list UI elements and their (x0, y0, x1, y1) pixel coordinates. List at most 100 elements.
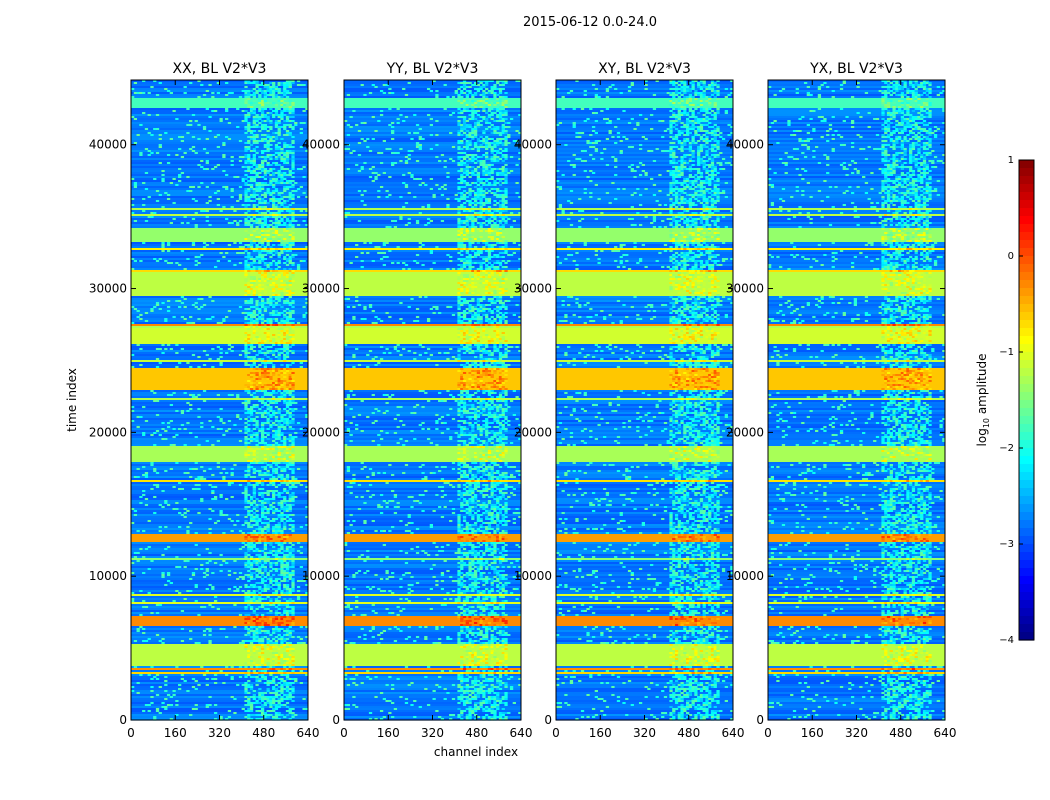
heatmap-cell (194, 302, 198, 305)
heatmap-cell (244, 178, 248, 181)
heatmap-cell (291, 586, 295, 589)
heatmap-row (131, 388, 308, 391)
heatmap-cell (294, 122, 298, 125)
heatmap-cell (274, 224, 279, 227)
heatmap-cell (266, 244, 270, 247)
heatmap-cell (482, 140, 486, 143)
heatmap-cell (150, 464, 154, 467)
heatmap-cell (178, 176, 182, 179)
heatmap-cell (252, 102, 256, 105)
heatmap-cell (247, 286, 251, 289)
heatmap-cell (274, 348, 279, 351)
heatmap-cell (285, 400, 290, 403)
heatmap-cell (504, 136, 508, 139)
heatmap-cell (280, 398, 284, 401)
heatmap-cell (269, 448, 273, 451)
heatmap-cell (285, 290, 290, 293)
heatmap-cell (178, 428, 182, 431)
heatmap-cell (280, 654, 284, 657)
heatmap-cell (258, 284, 262, 287)
heatmap-cell (283, 418, 287, 421)
heatmap-cell (244, 332, 248, 335)
heatmap-cell (200, 666, 204, 669)
heatmap-cell (169, 404, 173, 407)
heatmap-cell (266, 300, 270, 303)
heatmap-cell (305, 592, 309, 595)
heatmap-cell (252, 714, 256, 717)
y-tick-label: 30000 (89, 282, 127, 296)
heatmap-cell (274, 326, 279, 329)
heatmap-cell (255, 238, 259, 241)
heatmap-cell (255, 126, 259, 129)
heatmap-row (344, 130, 521, 133)
heatmap-cell (213, 682, 218, 685)
heatmap-cell (144, 498, 149, 501)
heatmap-cell (283, 408, 287, 411)
heatmap-cell (241, 578, 245, 581)
heatmap-cell (285, 576, 290, 579)
heatmap-cell (476, 84, 481, 87)
heatmap-cell (274, 138, 279, 141)
heatmap-cell (244, 486, 248, 489)
heatmap-row (131, 636, 308, 639)
heatmap-cell (266, 500, 270, 503)
heatmap-cell (255, 416, 259, 419)
heatmap-cell (252, 602, 256, 605)
heatmap-cell (509, 118, 514, 121)
heatmap-cell (274, 598, 279, 601)
heatmap-cell (247, 126, 251, 129)
heatmap-cell (277, 536, 281, 539)
heatmap-cell (222, 434, 226, 437)
heatmap-cell (216, 346, 220, 349)
heatmap-cell (255, 176, 259, 179)
heatmap-cell (266, 412, 270, 415)
heatmap-cell (288, 548, 292, 551)
heatmap-cell (258, 218, 262, 221)
heatmap-cell (302, 316, 306, 319)
heatmap-cell (211, 348, 215, 351)
heatmap-row (131, 406, 308, 409)
heatmap-cell (283, 354, 287, 357)
heatmap-cell (272, 286, 276, 289)
heatmap-cell (252, 596, 256, 599)
heatmap-cell (446, 96, 450, 99)
heatmap-cell (283, 158, 287, 161)
heatmap-cell (291, 428, 295, 431)
heatmap-cell (260, 254, 265, 257)
heatmap-cell (291, 216, 295, 219)
heatmap-cell (233, 524, 237, 527)
heatmap-cell (490, 132, 494, 135)
heatmap-cell (280, 384, 284, 387)
heatmap-cell (305, 626, 309, 629)
heatmap-cell (260, 208, 265, 211)
heatmap-cell (180, 296, 185, 299)
heatmap-cell (269, 482, 273, 485)
heatmap-cell (277, 432, 281, 435)
heatmap-cell (144, 474, 149, 477)
heatmap-cell (490, 124, 494, 127)
heatmap-cell (280, 328, 284, 331)
heatmap-cell (487, 138, 492, 141)
heatmap-cell (283, 414, 287, 417)
heatmap-cell (283, 246, 287, 249)
heatmap-cell (274, 584, 279, 587)
heatmap-cell (247, 112, 251, 115)
heatmap-cell (194, 462, 198, 465)
heatmap-cell (249, 696, 254, 699)
heatmap-cell (158, 144, 162, 147)
heatmap-cell (247, 632, 251, 635)
heatmap-cell (274, 642, 279, 645)
heatmap-cell (288, 712, 292, 715)
heatmap-cell (269, 320, 273, 323)
heatmap-cell (487, 126, 492, 129)
heatmap-cell (252, 190, 256, 193)
heatmap-cell (249, 576, 254, 579)
heatmap-cell (269, 456, 273, 459)
heatmap-cell (244, 384, 248, 387)
heatmap-cell (247, 576, 251, 579)
heatmap-cell (263, 286, 268, 289)
heatmap-row (131, 488, 308, 491)
heatmap-cell (274, 200, 279, 203)
heatmap-cell (263, 90, 268, 93)
heatmap-cell (285, 690, 290, 693)
